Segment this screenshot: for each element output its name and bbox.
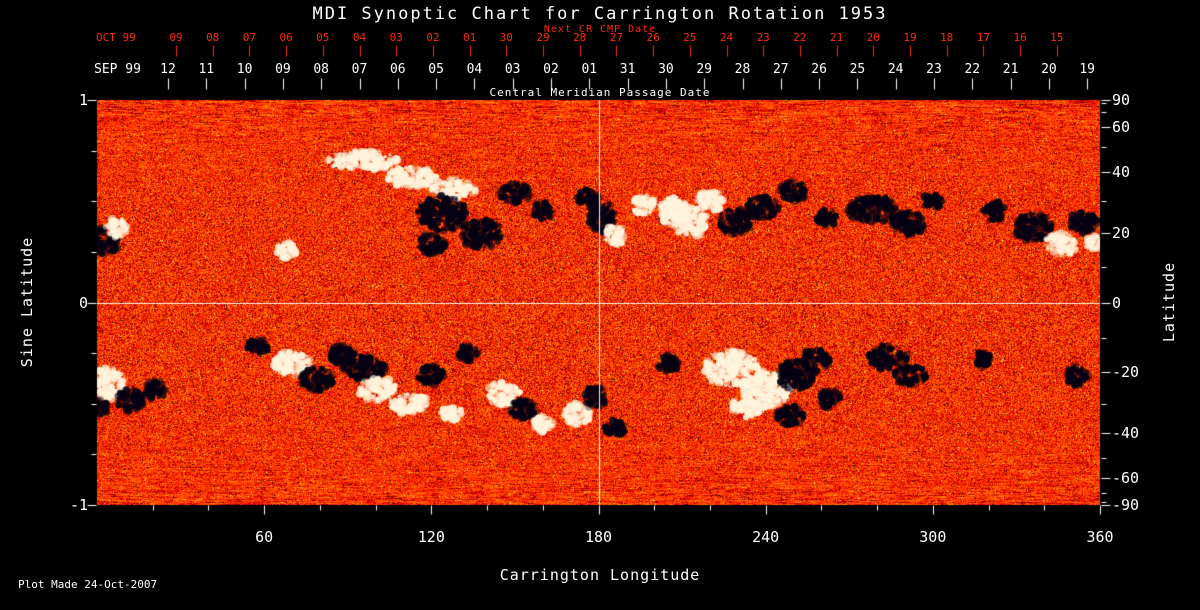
lat-tick-label: -60 [1112,469,1139,487]
cmp-day-label: 03 [505,62,521,77]
next-cr-day-label: 23 [757,31,770,44]
cmp-day-label: 11 [198,62,214,77]
next-cr-day-label: 30 [500,31,513,44]
next-cr-day-label: 01 [463,31,476,44]
cmp-day-label: 08 [313,62,329,77]
next-cr-day-label: 29 [536,31,549,44]
cmp-day-label: 31 [620,62,636,77]
next-cr-day-label: 24 [720,31,733,44]
next-cr-day-label: 08 [206,31,219,44]
cmp-day-label: 22 [964,62,980,77]
cmp-day-label: 23 [926,62,942,77]
synoptic-chart: MDI Synoptic Chart for Carrington Rotati… [0,0,1200,610]
plot-made-label: Plot Made 24-Oct-2007 [18,578,157,591]
next-cr-day-label: 20 [867,31,880,44]
cmp-day-label: 19 [1079,62,1095,77]
cmp-day-label: 30 [658,62,674,77]
cmp-day-label: 01 [581,62,597,77]
next-cr-day-label: 06 [279,31,292,44]
sine-lat-tick-label: 1 [46,91,88,109]
cmp-day-label: 07 [352,62,368,77]
next-cr-month-label: OCT 99 [96,31,136,44]
next-cr-day-label: 03 [390,31,403,44]
lat-tick-label: 0 [1112,294,1121,312]
lat-tick-label: -20 [1112,363,1139,381]
cmp-day-label: 25 [850,62,866,77]
next-cr-day-label: 25 [683,31,696,44]
cmp-day-label: 04 [467,62,483,77]
next-cr-day-label: 07 [243,31,256,44]
lat-tick-label: -40 [1112,424,1139,442]
next-cr-day-label: 16 [1013,31,1026,44]
right-axis-title: Latitude [1160,262,1178,342]
chart-title: MDI Synoptic Chart for Carrington Rotati… [0,4,1200,24]
cmp-day-label: 29 [696,62,712,77]
lat-tick-label: -90 [1112,496,1139,514]
cmp-day-label: 27 [773,62,789,77]
next-cr-day-label: 28 [573,31,586,44]
next-cr-day-label: 27 [610,31,623,44]
sine-lat-tick-label: -1 [46,496,88,514]
x-axis-title: Carrington Longitude [0,566,1200,584]
lon-tick-label: 300 [919,528,946,546]
cmp-day-label: 02 [543,62,559,77]
next-cr-day-label: 05 [316,31,329,44]
next-cr-day-label: 02 [426,31,439,44]
cmp-day-label: 21 [1003,62,1019,77]
lon-tick-label: 60 [255,528,273,546]
cmp-day-label: 06 [390,62,406,77]
next-cr-day-label: 15 [1050,31,1063,44]
cmp-day-label: 12 [160,62,176,77]
lat-tick-label: 90 [1112,91,1130,109]
cmp-day-label: 09 [275,62,291,77]
cmp-day-label: 26 [811,62,827,77]
lon-tick-label: 180 [585,528,612,546]
lon-tick-label: 240 [752,528,779,546]
next-cr-day-label: 09 [169,31,182,44]
lon-tick-label: 360 [1086,528,1113,546]
next-cr-day-label: 19 [903,31,916,44]
cmp-day-label: 05 [428,62,444,77]
next-cr-day-label: 22 [793,31,806,44]
sine-lat-tick-label: 0 [46,294,88,312]
cmp-day-label: 20 [1041,62,1057,77]
cmp-day-label: 28 [735,62,751,77]
lat-tick-label: 20 [1112,224,1130,242]
left-axis-title: Sine Latitude [18,237,36,367]
lon-tick-label: 120 [418,528,445,546]
cmp-day-label: 24 [888,62,904,77]
next-cr-day-label: 18 [940,31,953,44]
lat-tick-label: 60 [1112,118,1130,136]
cmp-day-label: 10 [237,62,253,77]
next-cr-day-label: 04 [353,31,366,44]
cmp-axis-title: Central Meridian Passage Date [0,86,1200,99]
lat-tick-label: 40 [1112,163,1130,181]
next-cr-day-label: 26 [646,31,659,44]
cmp-month-label: SEP 99 [94,62,141,77]
next-cr-day-label: 17 [977,31,990,44]
next-cr-day-label: 21 [830,31,843,44]
